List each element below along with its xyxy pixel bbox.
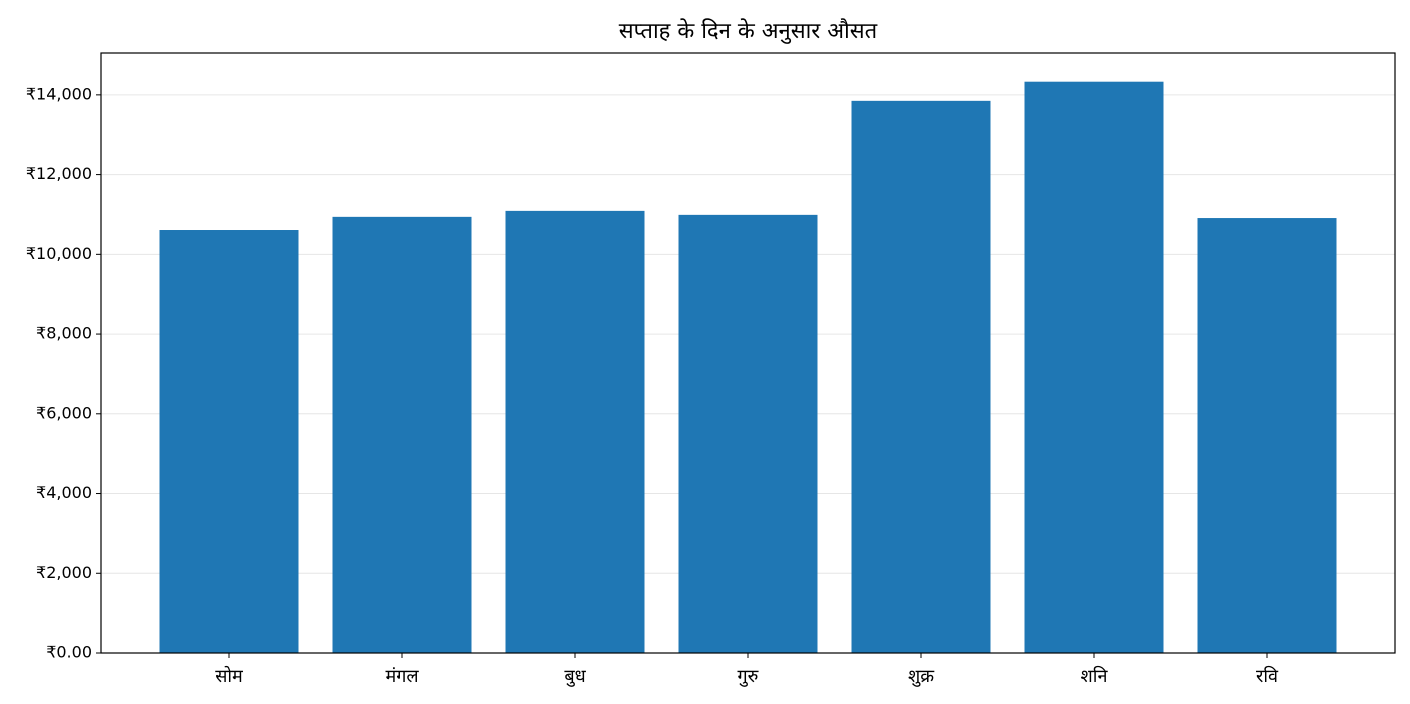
- bar: [678, 214, 818, 653]
- y-tick-label: ₹12,000: [26, 164, 92, 183]
- bar: [1024, 81, 1164, 653]
- bar: [332, 216, 472, 653]
- x-tick-label: बुध: [564, 666, 586, 687]
- y-tick-label: ₹2,000: [36, 563, 92, 582]
- bar: [851, 100, 991, 654]
- x-tick-label: शुक्र: [908, 666, 935, 687]
- bar: [1197, 218, 1337, 653]
- bar: [505, 210, 645, 653]
- chart-title: सप्ताह के दिन के अनुसार औसत: [619, 18, 878, 44]
- y-tick-label: ₹6,000: [36, 403, 92, 422]
- y-tick-label: ₹10,000: [26, 244, 92, 263]
- x-tick-label: मंगल: [385, 666, 419, 687]
- y-tick-label: ₹8,000: [36, 324, 92, 343]
- bar: [159, 230, 299, 654]
- plot-frame: [100, 52, 1396, 654]
- x-tick-label: शनि: [1081, 665, 1109, 687]
- x-tick-label: सोम: [215, 665, 244, 687]
- y-tick-label: ₹14,000: [26, 84, 92, 103]
- x-tick-label: रवि: [1256, 665, 1279, 687]
- y-tick-label: ₹0.00: [46, 643, 92, 662]
- x-tick-label: गुरु: [738, 666, 759, 687]
- y-tick-label: ₹4,000: [36, 483, 92, 502]
